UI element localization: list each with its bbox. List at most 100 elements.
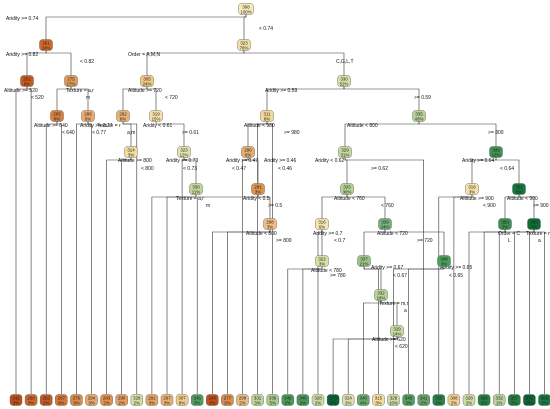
edge-n11-leaf17 [266, 121, 274, 394]
split-label-s12b: >= 800 [488, 130, 504, 136]
node-n1-value: 261 [42, 41, 50, 46]
split-label-s2b: C,G,L,T [336, 59, 354, 65]
leaf-18-box [281, 394, 294, 406]
node-n18-percent: 11% [192, 190, 201, 195]
leaf-16-value: 331 [254, 396, 262, 401]
node-n21-percent: 3% [469, 190, 475, 195]
leaf-17-percent: 5% [270, 401, 276, 406]
edge-n5-n10 [146, 86, 157, 111]
leaf-32-box [493, 394, 506, 406]
leaf-26-percent: 3% [405, 401, 411, 406]
node-n24-value: 316 [318, 220, 326, 225]
leaf-30-value: 328 [465, 396, 473, 401]
leaf-34-value: 371 [526, 396, 534, 401]
leaf-23-percent: 4% [360, 401, 366, 406]
edge-n30-leaf26 [408, 266, 445, 394]
node-n17-percent: 12% [492, 153, 501, 158]
edge-n17-n22 [495, 157, 520, 184]
leaf-31-value: 356 [480, 396, 488, 401]
split-label-s30: Aridity >= 0.67 [371, 265, 403, 271]
leaf-8-value: 328 [133, 396, 141, 401]
leaf-11-box [175, 394, 189, 406]
split-label-s21b: < 760 [381, 203, 394, 209]
edge-n4-n8 [70, 86, 89, 111]
edge-n24-leaf20 [317, 229, 323, 394]
leaf-35-percent: 2% [541, 401, 547, 406]
leaf-12-box [190, 394, 204, 406]
leaf-4-value: 276 [73, 396, 81, 401]
split-label-s7: Altitude >= 640 [34, 123, 68, 129]
leaf-15-value: 298 [239, 396, 247, 401]
leaf-25-value: 328 [390, 396, 398, 401]
leaf-18-percent: 2% [285, 401, 291, 406]
leaf-33-box [508, 394, 521, 406]
node-n32-value: 329 [393, 327, 401, 332]
leaf-16-box [251, 394, 264, 406]
split-label-s22: Altitude >= 900 [460, 196, 494, 202]
split-label-s9: Texture = r [97, 123, 121, 129]
node-n26-box [498, 218, 512, 230]
node-n1-box [39, 39, 53, 51]
node-n25-box [378, 218, 392, 230]
split-label-s27: Order = C [498, 231, 520, 237]
leaf-20-value: 328 [314, 396, 322, 401]
leaf-19-box [296, 394, 310, 406]
leaf-17-value: 336 [269, 396, 277, 401]
split-label-s17b: >= 0.62 [371, 166, 388, 172]
leaf-7-value: 290 [118, 396, 126, 401]
split-label-s15: Aridity >= 0.47 [226, 158, 258, 164]
node-n23-percent: 3% [267, 225, 273, 230]
split-label-s12: Altitude < 800 [347, 123, 378, 129]
leaf-25-box [387, 394, 400, 406]
node-n13-value: 314 [127, 148, 135, 153]
split-label-s32: Texture = m,r [379, 301, 409, 307]
leaf-19-value: 346 [299, 396, 307, 401]
leaf-2-percent: 2% [43, 401, 49, 406]
edge-n18-leaf10 [166, 194, 197, 394]
node-n10-value: 319 [152, 112, 160, 117]
leaf-29-box [447, 394, 461, 406]
node-n5-box [140, 75, 154, 87]
edge-n7-leaf2 [45, 121, 58, 394]
node-n4-percent: 17% [67, 82, 76, 87]
node-n23-box [263, 218, 277, 230]
leaf-10-percent: 3% [164, 401, 170, 406]
leaf-31-percent: 3% [481, 401, 487, 406]
leaf-14-value: 277 [224, 396, 232, 401]
split-label-s16: Aridity >= 0.46 [264, 158, 296, 164]
node-n20-percent: 30% [343, 190, 352, 195]
edge-n10-n14 [155, 121, 185, 147]
leaf-14-box [221, 394, 234, 406]
leaf-30-box [462, 394, 476, 406]
leaf-15-percent: 2% [239, 401, 245, 406]
leaf-2-value: 252 [43, 396, 51, 401]
edge-n31-leaf23 [362, 300, 382, 394]
node-n6-value: 330 [340, 77, 348, 82]
split-label-s11b: >= 980 [284, 130, 300, 136]
edge-n26-leaf30 [468, 229, 506, 394]
edge-n25-n30 [384, 229, 445, 256]
leaf-32-value: 332 [496, 396, 504, 401]
split-label-s14b: < 0.73 [183, 166, 197, 172]
split-label-s3: Altitude >= 520 [4, 88, 38, 94]
node-n14-percent: 12% [180, 153, 189, 158]
node-n16-percent: 31% [341, 153, 350, 158]
split-label-s25b: < 0.7 [334, 238, 345, 244]
split-label-s26: Altitude < 720 [377, 231, 408, 237]
node-n31-value: 332 [377, 291, 385, 296]
node-n28-percent: 3% [319, 262, 325, 267]
